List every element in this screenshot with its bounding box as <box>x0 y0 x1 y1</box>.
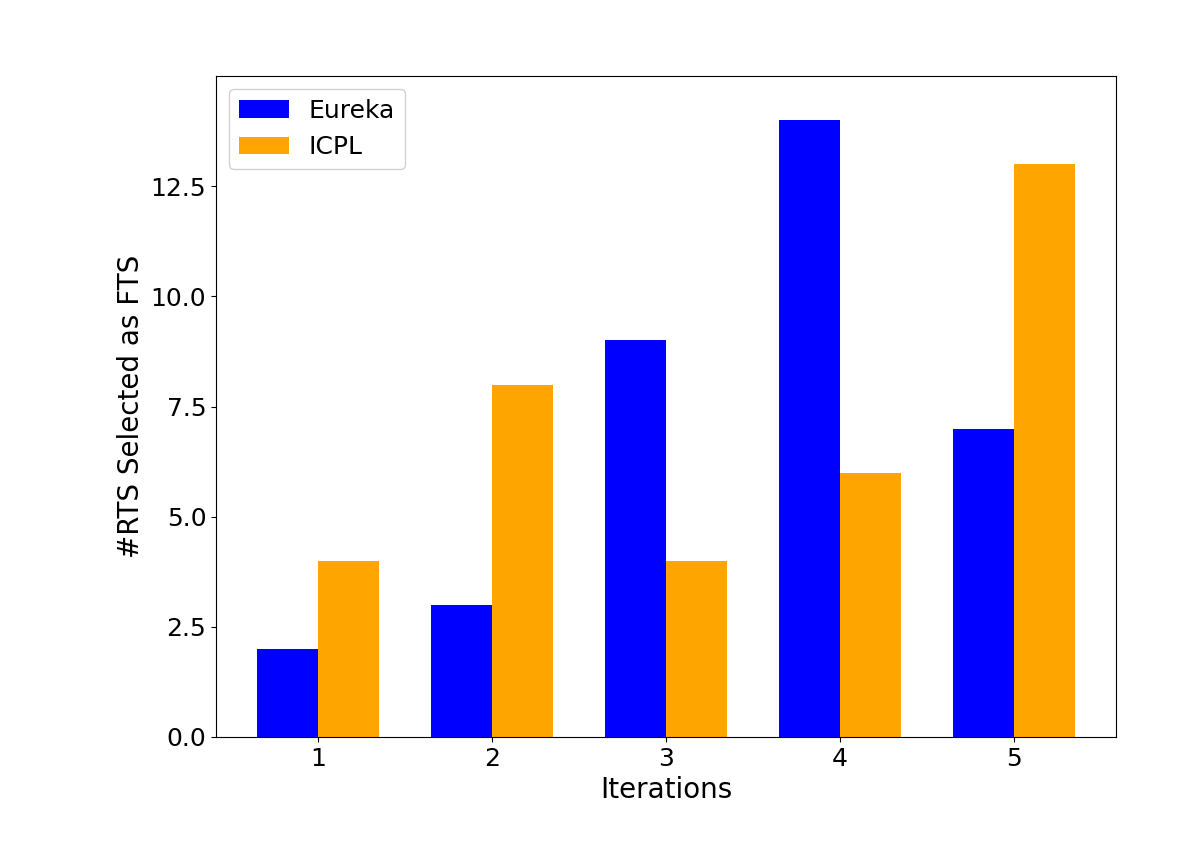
X-axis label: Iterations: Iterations <box>600 776 732 804</box>
Bar <box>1014 164 1075 737</box>
Bar <box>779 120 840 737</box>
Bar <box>953 429 1014 737</box>
Bar <box>492 385 553 737</box>
Bar <box>666 561 727 737</box>
Bar <box>840 473 901 737</box>
Legend: Eureka, ICPL: Eureka, ICPL <box>228 89 404 169</box>
Bar <box>605 340 666 737</box>
Bar <box>257 649 318 737</box>
Y-axis label: #RTS Selected as FTS: #RTS Selected as FTS <box>118 255 145 558</box>
Bar <box>318 561 379 737</box>
Bar <box>431 605 492 737</box>
